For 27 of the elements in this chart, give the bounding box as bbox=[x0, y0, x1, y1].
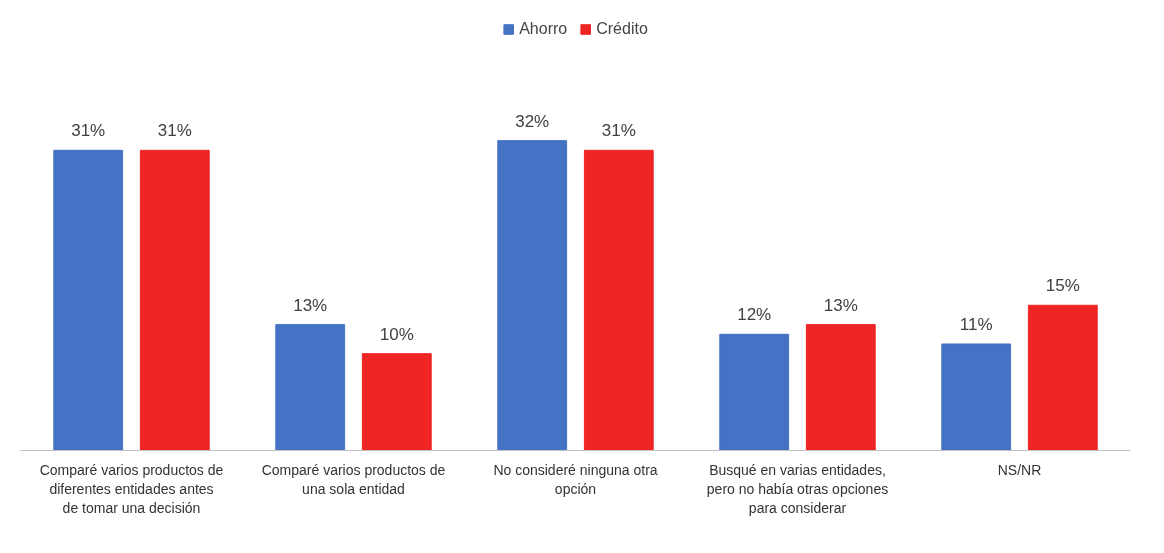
data-label: 10% bbox=[379, 324, 414, 344]
x-tick-label: NS/NR bbox=[997, 461, 1042, 478]
data-label: 12% bbox=[737, 305, 772, 325]
data-label: 11% bbox=[959, 314, 993, 334]
data-label: 13% bbox=[293, 295, 328, 315]
bar bbox=[941, 343, 1012, 451]
x-tick-label: Comparé varios productos de diferentes entidades antes de tomar una decisión bbox=[39, 461, 224, 516]
x-tick-label: No consideré ninguna otra opción bbox=[493, 461, 658, 497]
x-tick-label: Comparé varios productos de una sola entidad bbox=[261, 461, 446, 497]
data-label: 31% bbox=[71, 121, 106, 141]
data-label: 31% bbox=[601, 121, 636, 141]
bar bbox=[53, 149, 124, 451]
bar bbox=[583, 149, 654, 451]
bar bbox=[719, 333, 790, 451]
bar bbox=[1027, 304, 1098, 451]
bar bbox=[805, 324, 876, 451]
bar bbox=[139, 149, 210, 451]
x-tick-label: Busqué en varias entidades, pero no había otras opciones para considerar bbox=[706, 461, 889, 516]
data-label: 13% bbox=[823, 295, 858, 315]
bar bbox=[497, 140, 568, 451]
legend-label: Ahorro bbox=[519, 20, 568, 38]
data-label: 32% bbox=[515, 111, 550, 131]
bar bbox=[275, 324, 346, 451]
legend-label: Crédito bbox=[596, 20, 648, 38]
data-label: 15% bbox=[1045, 276, 1080, 296]
bar bbox=[361, 353, 432, 451]
data-label: 31% bbox=[157, 121, 192, 141]
